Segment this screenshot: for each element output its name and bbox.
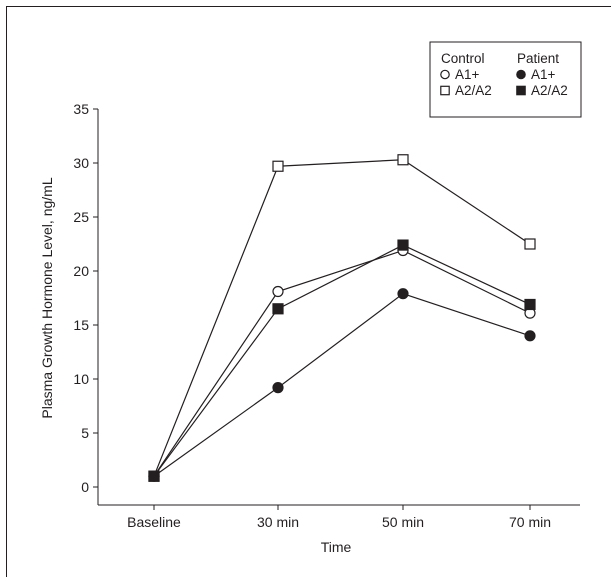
series-line-control-a2-a2 [153,159,531,477]
data-point-patient-a1--1 [272,382,284,394]
data-point-control-a2-a2-1 [272,160,284,172]
x-axis-label: Time [321,539,352,555]
series-line-patient-a2-a2 [153,244,531,477]
y-axis-label: Plasma Growth Hormone Level, ng/mL [39,177,55,418]
data-point-patient-a2-a2-1 [272,303,284,315]
legend-marker-control-a2-a2 [440,85,450,96]
axes: 0 5 10 15 20 25 30 35 Baseline 30 min 50 min 70 min [73,101,580,530]
data-point-control-a1--1 [272,285,284,298]
data-point-patient-a1--3 [524,330,536,342]
series-line-patient-a1- [153,293,531,477]
y-tick-label-5: 5 [81,425,89,441]
legend-title-control: Control [441,51,485,66]
series-markers [148,154,536,482]
legend-marker-patient-a1- [516,69,526,80]
y-tick-label-0: 0 [81,479,89,495]
y-tick-label-20: 20 [73,263,89,279]
data-point-patient-a2-a2-2 [397,239,409,251]
data-point-patient-a1--2 [397,288,409,300]
legend-box [429,41,582,118]
legend-label-patient-a2-a2: A2/A2 [531,83,568,98]
legend-label-control-a1-: A1+ [455,67,480,82]
y-tick-label-15: 15 [73,317,89,333]
data-point-patient-a2-a2-0 [148,470,160,482]
legend-label-control-a2-a2: A2/A2 [455,83,492,98]
y-tick-label-10: 10 [73,371,89,387]
x-tick-label-2: 50 min [382,514,424,530]
y-tick-label-30: 30 [73,155,89,171]
y-tick-label-25: 25 [73,209,89,225]
data-point-patient-a2-a2-3 [524,298,536,311]
series-lines [153,159,531,477]
data-point-control-a2-a2-3 [524,238,536,250]
legend-title-patient: Patient [517,51,559,66]
legend-marker-patient-a2-a2 [516,85,526,96]
x-tick-label-1: 30 min [257,514,299,530]
x-tick-label-0: Baseline [127,514,181,530]
legend-marker-control-a1- [440,69,450,80]
series-line-control-a1- [153,249,531,477]
x-tick-label-3: 70 min [509,514,551,530]
data-point-control-a2-a2-2 [397,154,409,166]
y-tick-label-35: 35 [73,101,89,117]
legend-label-patient-a1-: A1+ [531,67,556,82]
